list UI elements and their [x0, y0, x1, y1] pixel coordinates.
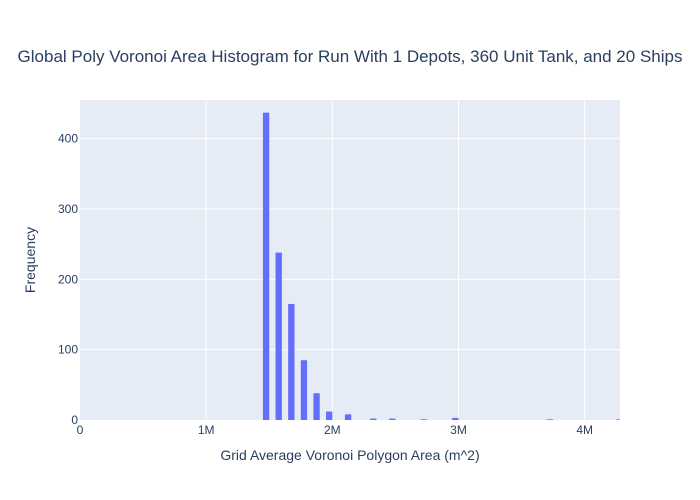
chart-title: Global Poly Voronoi Area Histogram for R… — [18, 47, 683, 66]
bars — [262, 112, 620, 421]
histogram-bar — [275, 252, 282, 420]
histogram-bar — [452, 417, 459, 420]
y-tick-label: 0 — [71, 413, 78, 427]
x-tick-label: 0 — [77, 423, 84, 437]
histogram-bar — [288, 303, 295, 420]
y-tick-label: 300 — [58, 202, 78, 216]
histogram-bar — [313, 393, 320, 420]
y-tick-label: 200 — [58, 272, 78, 286]
histogram-bar — [389, 418, 396, 420]
gridlines — [80, 100, 620, 420]
histogram-bar — [326, 411, 333, 420]
plot-area — [80, 100, 620, 420]
histogram-bar — [546, 419, 554, 420]
y-tick-label: 400 — [58, 132, 78, 146]
x-axis-ticks: 0 1M 2M 3M 4M — [77, 423, 593, 437]
y-axis-ticks: 0 100 200 300 400 — [58, 132, 78, 427]
x-tick-label: 4M — [576, 423, 593, 437]
histogram-bar — [344, 414, 352, 420]
histogram-bar — [300, 360, 308, 420]
x-tick-label: 2M — [324, 423, 341, 437]
x-tick-label: 1M — [198, 423, 215, 437]
histogram-bar — [262, 112, 270, 421]
histogram-bar — [616, 419, 620, 420]
y-tick-label: 100 — [58, 343, 78, 357]
x-tick-label: 3M — [450, 423, 467, 437]
histogram-bar — [370, 418, 377, 420]
x-axis-title: Grid Average Voronoi Polygon Area (m^2) — [220, 447, 479, 463]
y-axis-title: Frequency — [22, 227, 38, 293]
histogram-bar — [420, 419, 427, 420]
